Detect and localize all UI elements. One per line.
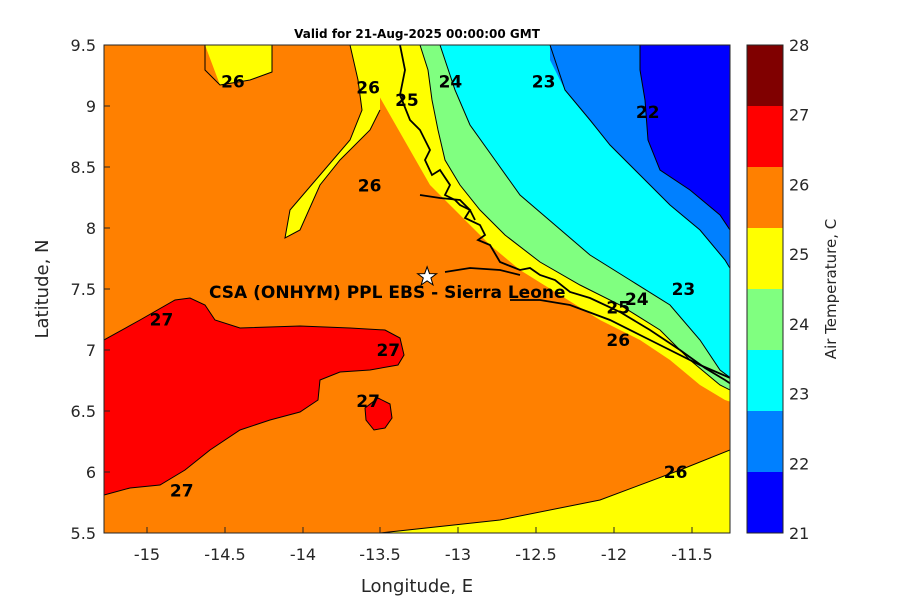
y-tick-label: 7.5 <box>71 280 96 299</box>
coastline-river-2 <box>444 267 521 276</box>
colorbar-segment <box>747 289 783 351</box>
y-tick-marks <box>104 44 110 534</box>
colorbar-segment <box>747 228 783 290</box>
colorbar-tick-label: 23 <box>789 385 809 404</box>
coastline <box>399 45 730 385</box>
x-axis-label: Longitude, E <box>361 576 473 597</box>
contour-label: 27 <box>150 311 174 331</box>
colorbar-tick-label: 27 <box>789 106 809 125</box>
level-20-21-region <box>640 45 730 230</box>
contour-label: 26 <box>606 331 630 351</box>
x-tick-marks <box>146 527 693 533</box>
colorbar-tick-label: 25 <box>789 245 809 264</box>
y-axis-label: Latitude, N <box>32 240 53 339</box>
colorbar-segment <box>747 106 783 168</box>
colorbar-tick-label: 24 <box>789 315 809 334</box>
contour-line-23 <box>549 45 730 270</box>
colorbar-label: Air Temperature, C <box>822 219 840 359</box>
contour-line-27-island <box>364 397 393 431</box>
level-24-25-west-region <box>285 45 380 238</box>
contour-line-layer <box>104 45 730 533</box>
y-tick-label: 8 <box>86 219 96 238</box>
level-26-27-island-region <box>365 398 392 430</box>
contour-line-24 <box>439 45 730 379</box>
y-tick-label: 6 <box>86 463 96 482</box>
contour-label: 25 <box>395 91 419 111</box>
x-tick-label: -13 <box>445 545 471 564</box>
x-tick-label: -12.5 <box>515 545 556 564</box>
level-26-27-region <box>104 298 404 495</box>
colorbar-tick-label: 28 <box>789 36 809 55</box>
colorbar-frame <box>746 44 784 534</box>
colorbar-tick-label: 22 <box>789 454 809 473</box>
y-tick-label: 5.5 <box>71 524 96 543</box>
contour-label: 25 <box>606 298 630 318</box>
contour-label: 24 <box>439 73 463 93</box>
contour-label: 27 <box>356 392 380 412</box>
coastline-river-1 <box>419 194 476 221</box>
contour-line-26-west <box>284 45 381 239</box>
colorbar-segment <box>747 350 783 412</box>
contour-label: 26 <box>356 79 380 99</box>
contour-label: 24 <box>625 290 649 310</box>
contour-line-26-south <box>379 449 730 533</box>
colorbar-tick-label: 21 <box>789 524 809 543</box>
contour-line-27 <box>104 297 405 496</box>
contour-label: 26 <box>664 463 688 483</box>
y-tick-label: 7 <box>86 341 96 360</box>
contour-line-26-nw <box>204 45 273 86</box>
colorbar: 28 27 26 25 24 23 22 21 <box>746 36 809 543</box>
colorbar-segment <box>747 167 783 229</box>
x-tick-label: -12 <box>601 545 627 564</box>
y-tick-label: 6.5 <box>71 402 96 421</box>
map-title: Valid for 21-Aug-2025 00:00:00 GMT <box>294 27 541 41</box>
station-group <box>416 265 439 287</box>
colorbar-segment <box>747 472 783 534</box>
y-tick-label: 8.5 <box>71 158 96 177</box>
contour-label: 27 <box>170 481 194 501</box>
station-star-icon <box>416 265 439 287</box>
site-annotation: CSA (ONHYM) PPL EBS - Sierra Leone <box>209 283 566 303</box>
x-tick-label: -13.5 <box>359 545 400 564</box>
contour-line-22 <box>639 45 730 231</box>
y-tick-label: 9.5 <box>71 36 96 55</box>
colorbar-segment <box>747 411 783 473</box>
contour-label: 23 <box>672 280 696 300</box>
contour-label: 22 <box>636 103 660 123</box>
contour-label: 23 <box>532 73 556 93</box>
coastline-layer <box>399 45 730 385</box>
colorbar-segment <box>747 45 783 107</box>
contour-label: 27 <box>376 341 400 361</box>
colorbar-tick-label: 26 <box>789 175 809 194</box>
x-tick-label: -14.5 <box>204 545 245 564</box>
contour-label: 26 <box>358 176 382 196</box>
contour-label: 26 <box>221 73 245 93</box>
level-24-25-nw-region <box>205 45 272 85</box>
y-tick-label: 9 <box>86 97 96 116</box>
level-24-25-south-region <box>380 450 730 533</box>
x-tick-label: -14 <box>290 545 316 564</box>
x-tick-label: -11.5 <box>671 545 712 564</box>
coastline-river-3 <box>510 299 730 379</box>
x-tick-label: -15 <box>134 545 160 564</box>
